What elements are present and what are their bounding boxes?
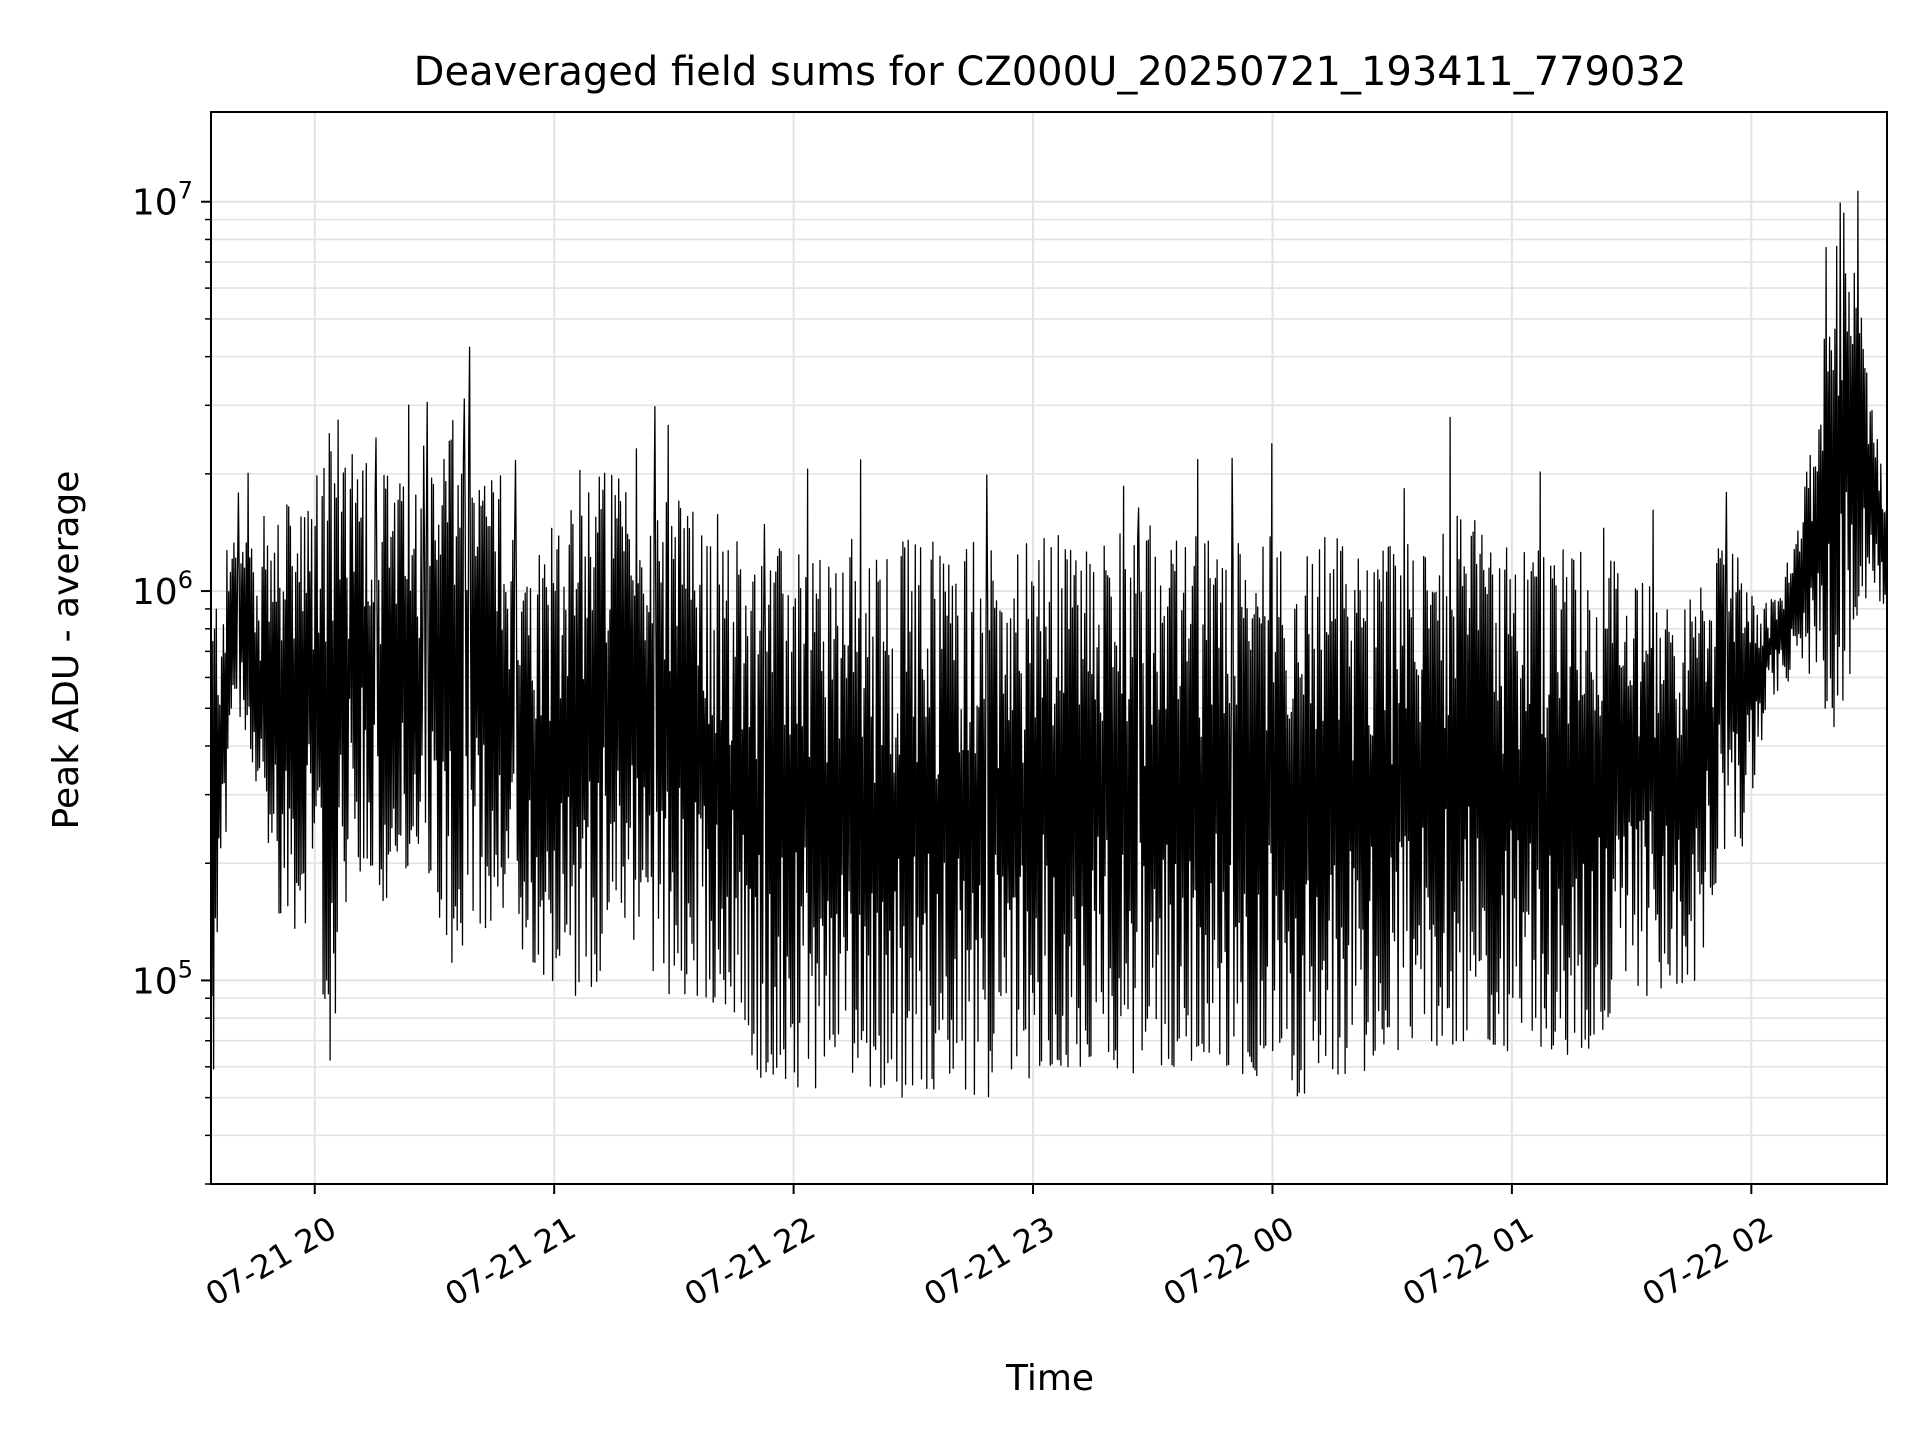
y-tick-label: 107: [132, 177, 193, 224]
plot-frame: [210, 111, 1888, 1185]
y-axis-label: Peak ADU - average: [46, 471, 87, 830]
y-tick-label: 105: [132, 955, 193, 1002]
series-line: [210, 190, 1888, 1098]
chart-title: Deaveraged field sums for CZ000U_2025072…: [414, 49, 1687, 95]
series-path: [210, 190, 1888, 1098]
y-tick-label: 106: [132, 566, 193, 613]
x-axis-label: Time: [1005, 1358, 1094, 1399]
